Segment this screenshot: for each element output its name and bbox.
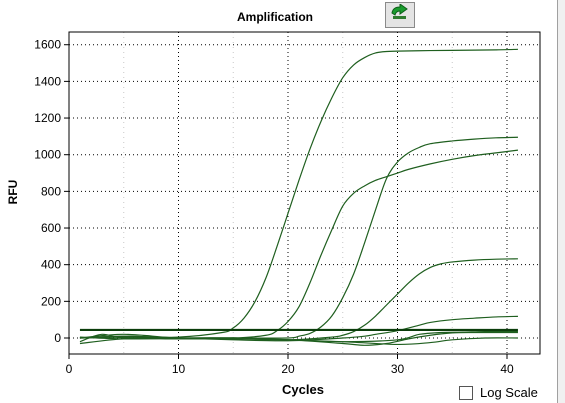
x-tick-label: 10 [172, 362, 186, 376]
series-line-7 [79, 331, 518, 346]
x-tick-label: 30 [391, 362, 405, 376]
y-tick-label: 1600 [34, 38, 61, 52]
y-tick-label: 600 [41, 221, 61, 235]
series-line-8 [79, 337, 518, 346]
y-tick-label: 0 [54, 331, 61, 345]
y-tick-label: 400 [41, 258, 61, 272]
y-tick-label: 200 [41, 294, 61, 308]
y-tick-label: 1400 [34, 74, 61, 88]
log-scale-checkbox[interactable] [459, 385, 473, 400]
y-axis-label: RFU [6, 179, 20, 205]
x-tick-label: 0 [66, 362, 73, 376]
x-tick-label: 40 [500, 362, 514, 376]
x-tick-label: 20 [281, 362, 295, 376]
series-line-3 [79, 136, 518, 339]
chart-options-icon [389, 2, 411, 27]
series-lines [79, 48, 519, 346]
log-scale-label: Log Scale [480, 385, 538, 400]
series-line-1 [79, 48, 518, 339]
log-scale-toggle[interactable]: Log Scale [459, 385, 538, 400]
chart-title: Amplification [236, 10, 313, 24]
chart-options-button[interactable] [385, 2, 415, 28]
x-axis-label: Cycles [282, 382, 324, 397]
y-tick-label: 1200 [34, 111, 61, 125]
grid [69, 32, 540, 354]
y-tick-label: 1000 [34, 148, 61, 162]
plot-border [68, 31, 541, 355]
y-tick-label: 800 [41, 184, 61, 198]
series-line-2 [79, 149, 519, 339]
window-edge [557, 0, 565, 403]
